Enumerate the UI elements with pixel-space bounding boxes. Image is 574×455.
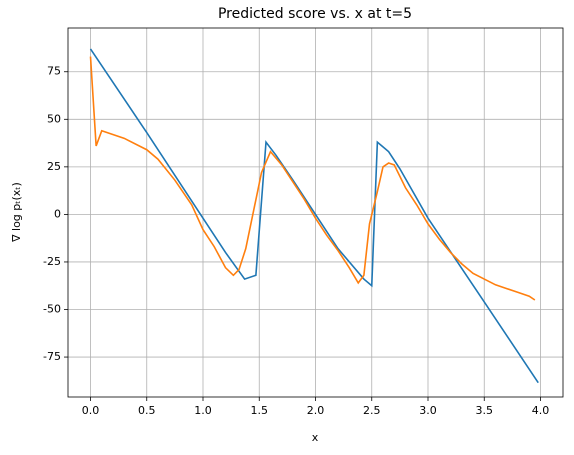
line-series xyxy=(89,48,539,384)
plot-frame xyxy=(67,27,564,398)
x-tick-label: 0.5 xyxy=(138,404,156,417)
x-tick-label: 2.5 xyxy=(363,404,381,417)
x-axis-label: x xyxy=(312,431,319,444)
y-tick-label: 25 xyxy=(47,160,61,173)
x-tick-label: 1.5 xyxy=(251,404,269,417)
x-tick-label: 3.0 xyxy=(419,404,437,417)
x-tick-label: 4.0 xyxy=(532,404,550,417)
y-tick-label: 75 xyxy=(47,65,61,78)
y-tick-label: 0 xyxy=(54,207,61,220)
y-tick-label: -25 xyxy=(43,255,61,268)
x-tick-label: 2.0 xyxy=(307,404,325,417)
x-tick-label: 1.0 xyxy=(194,404,212,417)
y-tick-label: -50 xyxy=(43,303,61,316)
y-tick-label: -75 xyxy=(43,350,61,363)
line-series xyxy=(89,56,536,301)
y-tick-label: 50 xyxy=(47,112,61,125)
chart-title: Predicted score vs. x at t=5 xyxy=(218,6,412,22)
x-tick-label: 0.0 xyxy=(82,404,100,417)
x-tick-label: 3.5 xyxy=(476,404,494,417)
y-axis-label: ∇ log pₜ(xₜ) xyxy=(10,182,23,243)
